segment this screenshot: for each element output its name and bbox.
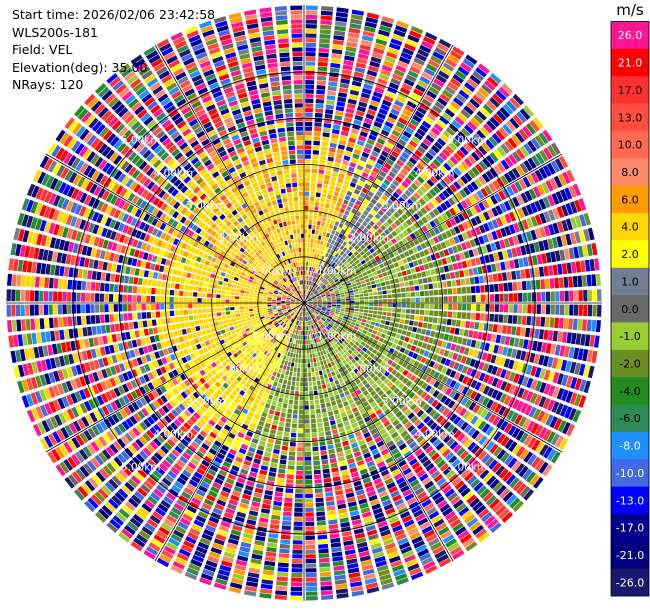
- colorbar-cell-6: [611, 185, 649, 214]
- ring-label-5-45: 5.00km: [447, 135, 487, 147]
- ring-label-5-225: 5.00km: [121, 461, 161, 473]
- ring-label-2-225: 2.00km: [219, 363, 259, 375]
- ring-label-1-45: 1.00km: [317, 265, 357, 277]
- colorbar-units: m/s: [616, 1, 644, 19]
- colorbar-tick-13: -4.0: [619, 385, 640, 398]
- ring-label-1-135: 1.00km: [317, 331, 357, 343]
- ring-label-1-225: 1.00km: [251, 331, 291, 343]
- instrument-label: WLS200s-181: [12, 24, 98, 40]
- ring-label-2-45: 2.00km: [349, 233, 389, 245]
- colorbar-tick-11: -1.0: [619, 330, 640, 343]
- range-ring-labels: 1.00km 1.00km 1.00km 1.00km 2.00km 2.00km 2.00…: [121, 135, 487, 474]
- azimuth-line-300: [45, 153, 305, 304]
- ring-label-3-135: 3.00km: [382, 396, 422, 408]
- velocity-rays: [6, 5, 602, 601]
- colorbar-tick-10: 0.0: [621, 303, 639, 316]
- colorbar-cell-5: [611, 158, 649, 186]
- ring-label-3-225: 3.00km: [186, 396, 226, 408]
- colorbar-cell-1: [611, 48, 649, 77]
- ring-label-4-135: 4.00km: [415, 429, 455, 441]
- colorbar-cell-18: [611, 513, 649, 542]
- colorbar-tick-19: -21.0: [616, 549, 644, 562]
- colorbar-tick-9: 1.0: [621, 275, 639, 288]
- colorbar-cell-17: [611, 486, 649, 515]
- azimuth-line-120: [303, 302, 563, 453]
- colorbar-cell-19: [611, 541, 649, 569]
- ring-label-4-45: 4.00km: [415, 167, 455, 179]
- colorbar-tick-8: 2.0: [621, 248, 639, 261]
- azimuth-line-60: [303, 153, 563, 304]
- colorbar-ticks: 26.0 21.0 17.0 13.0 10.0 8.0 6.0 4.0 2.0 1.0 0.0 -1…: [616, 29, 644, 610]
- azimuth-line-30: [303, 44, 454, 304]
- ring-label-4-315: 4.00km: [153, 167, 193, 179]
- colorbar-border: [610, 21, 650, 597]
- azimuth-line-210: [154, 302, 305, 562]
- colorbar-cell-11: [611, 322, 649, 351]
- colorbar-tick-2: 17.0: [618, 84, 643, 97]
- colorbar-tick-4: 10.0: [618, 139, 643, 152]
- ppi-plot: 1.00km 1.00km 1.00km 1.00km 2.00km 2.00km 2.00…: [6, 5, 602, 601]
- ring-label-2-135: 2.00km: [349, 363, 389, 375]
- colorbar-tick-18: -17.0: [616, 522, 644, 535]
- colorbar-tick-21: -30.0: [616, 604, 644, 610]
- colorbar-cell-8: [611, 240, 649, 269]
- azimuth-line-150: [303, 302, 454, 562]
- colorbar-cell-4: [611, 130, 649, 159]
- colorbar-cell-2: [611, 76, 649, 104]
- colorbar-cell-10: [611, 295, 649, 323]
- nrays-label: NRays: 120: [12, 77, 84, 92]
- ring-label-5-135: 5.00km: [447, 461, 487, 473]
- colorbar-tick-3: 13.0: [618, 111, 643, 124]
- colorbar-cell-7: [611, 213, 649, 241]
- colorbar-tick-16: -10.0: [616, 467, 644, 480]
- colorbar-cell-14: [611, 404, 649, 433]
- colorbar-tick-1: 21.0: [618, 57, 643, 70]
- colorbar-cell-0: [611, 21, 649, 50]
- colorbar-tick-20: -26.0: [616, 576, 644, 589]
- colorbar-cell-12: [611, 349, 649, 378]
- colorbar-cell-20: [611, 568, 649, 597]
- colorbar-tick-6: 6.0: [621, 193, 639, 206]
- colorbar-cell-15: [611, 431, 649, 460]
- colorbar-tick-14: -6.0: [619, 412, 640, 425]
- field-label: Field: VEL: [12, 42, 73, 57]
- colorbar-tick-0: 26.0: [618, 29, 643, 42]
- start-time-label: Start time: 2026/02/06 23:42:58: [12, 7, 216, 22]
- ring-label-3-45: 3.00km: [382, 200, 422, 212]
- colorbar-cell-3: [611, 103, 649, 132]
- range-grid: [6, 5, 602, 601]
- colorbar-cells: [610, 21, 650, 597]
- ring-label-4-225: 4.00km: [153, 429, 193, 441]
- colorbar-tick-15: -8.0: [619, 440, 640, 453]
- azimuth-line-330: [154, 44, 305, 304]
- colorbar-tick-5: 8.0: [621, 166, 639, 179]
- ring-label-1-315: 1.00km: [251, 265, 291, 277]
- colorbar-tick-12: -2.0: [619, 358, 640, 371]
- ring-label-5-315: 5.00km: [121, 135, 161, 147]
- ring-label-3-315: 3.00km: [186, 200, 226, 212]
- colorbar-cell-16: [611, 459, 649, 487]
- colorbar-tick-7: 4.0: [621, 221, 639, 234]
- elevation-label: Elevation(deg): 35.00: [12, 59, 148, 75]
- colorbar-cell-9: [611, 267, 649, 296]
- colorbar-tick-17: -13.0: [616, 494, 644, 507]
- azimuth-line-240: [45, 302, 305, 453]
- colorbar-cell-13: [611, 377, 649, 405]
- ring-label-2-315: 2.00km: [219, 233, 259, 245]
